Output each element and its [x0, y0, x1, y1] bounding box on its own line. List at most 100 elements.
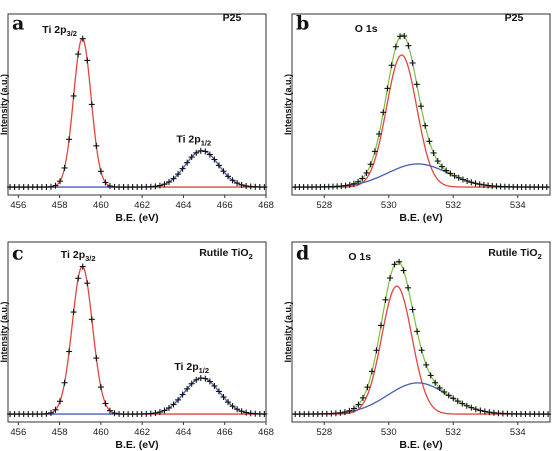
- chart-panel-d: 528 530 532 534 B.E. (eV) Intensity (a.u.) d Ru…: [283, 241, 552, 451]
- data-point: [97, 168, 104, 175]
- data-point: [472, 180, 479, 187]
- data-point: [106, 407, 113, 414]
- x-tick-label: 466: [217, 427, 233, 438]
- peak-annotation-main: Ti 2p: [174, 361, 198, 373]
- data-point: [355, 401, 362, 408]
- peak-annotation-main: Ti 2p: [176, 134, 200, 146]
- peak-annotation-sub: 3/2: [85, 254, 95, 263]
- sample-label: P25: [505, 12, 524, 24]
- data-point: [170, 401, 177, 408]
- chart-panel-a: 456 458 460 462 464 466 468 B.E. (eV) Intensity …: [0, 12, 274, 224]
- data-point: [47, 409, 54, 416]
- peak-annotation-sub: 3/2: [67, 29, 77, 38]
- data-point: [346, 181, 353, 188]
- fit-curve-1: [8, 265, 266, 415]
- data-point: [346, 407, 353, 414]
- data-point: [225, 173, 232, 180]
- sample-label: Rutile TiO2: [488, 247, 542, 261]
- data-point: [441, 388, 448, 395]
- data-point: [481, 408, 488, 415]
- panel-letter: d: [296, 243, 309, 265]
- x-tick-label: 458: [52, 427, 68, 438]
- data-point: [93, 142, 100, 149]
- data-point: [380, 109, 387, 116]
- data-point: [401, 33, 408, 40]
- data-point: [165, 178, 172, 185]
- data-point: [413, 81, 420, 88]
- sample-label-main: Rutile TiO: [199, 247, 248, 259]
- x-tick-label: 528: [316, 427, 332, 438]
- peak-annotation-sub: 1/2: [199, 366, 209, 375]
- data-point: [423, 361, 430, 368]
- sample-label-sub: 2: [249, 252, 253, 261]
- data-point: [215, 388, 222, 395]
- data-point: [426, 138, 433, 145]
- data-point: [342, 182, 349, 189]
- data-point: [238, 181, 245, 188]
- data-point: [405, 284, 412, 291]
- x-tick-label: 464: [176, 200, 192, 211]
- data-point: [464, 177, 471, 184]
- data-point: [388, 62, 395, 69]
- data-point: [371, 148, 378, 155]
- data-point: [364, 384, 371, 391]
- plot-frame: [291, 241, 551, 423]
- peak-annotation: O 1s: [348, 251, 371, 263]
- data-point: [427, 372, 434, 379]
- x-tick-label: 468: [258, 427, 274, 438]
- data-point: [376, 130, 383, 137]
- x-tick-label: 534: [510, 200, 526, 211]
- y-axis-label: Intensity (a.u.): [283, 74, 293, 135]
- data-point: [202, 375, 209, 382]
- data-point: [152, 410, 159, 417]
- data-point: [66, 348, 73, 355]
- data-point: [368, 368, 375, 375]
- data-point: [409, 59, 416, 66]
- data-point: [477, 407, 484, 414]
- x-tick-label: 456: [10, 200, 26, 211]
- data-point: [486, 409, 493, 416]
- data-point: [47, 183, 54, 190]
- data-point: [211, 382, 218, 389]
- data-point: [243, 409, 250, 416]
- data-point: [156, 182, 163, 189]
- peak-annotation: Ti 2p3/2: [61, 249, 96, 263]
- x-tick-label: 534: [510, 427, 526, 438]
- data-point: [387, 274, 394, 281]
- chart-panel-c: 456 458 460 462 464 466 468 B.E. (eV) Intensity …: [0, 241, 274, 451]
- data-point: [188, 380, 195, 387]
- panel-letter: a: [12, 13, 24, 35]
- data-point: [400, 267, 407, 274]
- data-point: [197, 147, 204, 154]
- envelope-curve: [292, 260, 550, 415]
- data-point: [220, 394, 227, 401]
- data-point: [238, 408, 245, 415]
- fit-curve-2: [292, 382, 550, 415]
- data-point: [106, 183, 113, 190]
- data-point: [66, 136, 73, 143]
- data-point: [355, 178, 362, 185]
- data-point: [43, 410, 50, 417]
- peak-annotation-main: O 1s: [348, 251, 371, 263]
- data-point: [418, 347, 425, 354]
- data-point: [363, 169, 370, 176]
- data-point: [93, 355, 100, 362]
- peak-annotation-main: Ti 2p: [61, 249, 85, 261]
- x-tick-label: 530: [381, 200, 397, 211]
- fit-curve-2: [8, 377, 267, 415]
- plot-frame: [291, 13, 551, 196]
- y-axis-label: Intensity (a.u.): [0, 74, 9, 135]
- data-point: [451, 172, 458, 179]
- x-tick-label: 460: [93, 427, 109, 438]
- data-point: [432, 379, 439, 386]
- data-point: [188, 154, 195, 161]
- data-point: [436, 384, 443, 391]
- peak-annotation-main: Ti 2p: [42, 24, 66, 36]
- data-point: [543, 184, 550, 191]
- data-point: [367, 161, 374, 168]
- data-point: [57, 398, 64, 405]
- data-point: [175, 396, 182, 403]
- data-point: [414, 328, 421, 335]
- x-tick-label: 528: [316, 200, 332, 211]
- peak-annotation-sub: 1/2: [201, 139, 211, 148]
